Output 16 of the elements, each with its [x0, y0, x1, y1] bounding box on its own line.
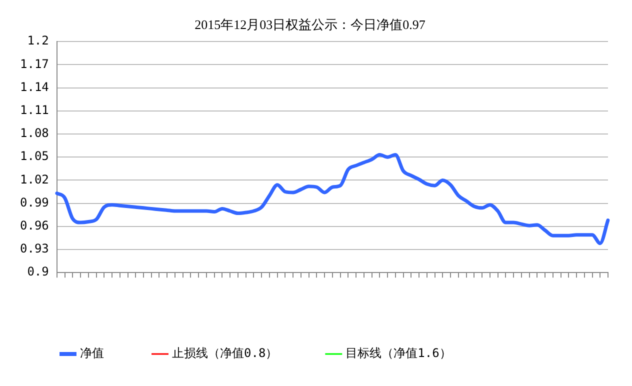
y-tick-label: 1.08	[20, 126, 49, 140]
chart-title: 2015年12月03日权益公示：今日净值0.97	[194, 17, 426, 32]
y-tick-label: 0.9	[27, 264, 49, 279]
legend-label: 净值	[80, 346, 104, 360]
y-tick-label: 1.2	[27, 34, 49, 48]
y-tick-label: 1.11	[20, 103, 49, 118]
y-tick-label: 1.17	[20, 56, 49, 71]
y-tick-label: 0.96	[20, 218, 49, 233]
y-tick-label: 1.14	[20, 80, 49, 94]
y-tick-label: 1.02	[20, 172, 49, 186]
y-tick-label: 0.99	[20, 195, 49, 210]
line-series	[55, 153, 610, 246]
y-tick-label: 1.05	[20, 149, 49, 164]
legend-label: 目标线（净值1.6）	[346, 346, 452, 360]
legend-label: 止损线（净值0.8）	[172, 346, 278, 360]
y-tick-label: 0.93	[20, 242, 49, 256]
